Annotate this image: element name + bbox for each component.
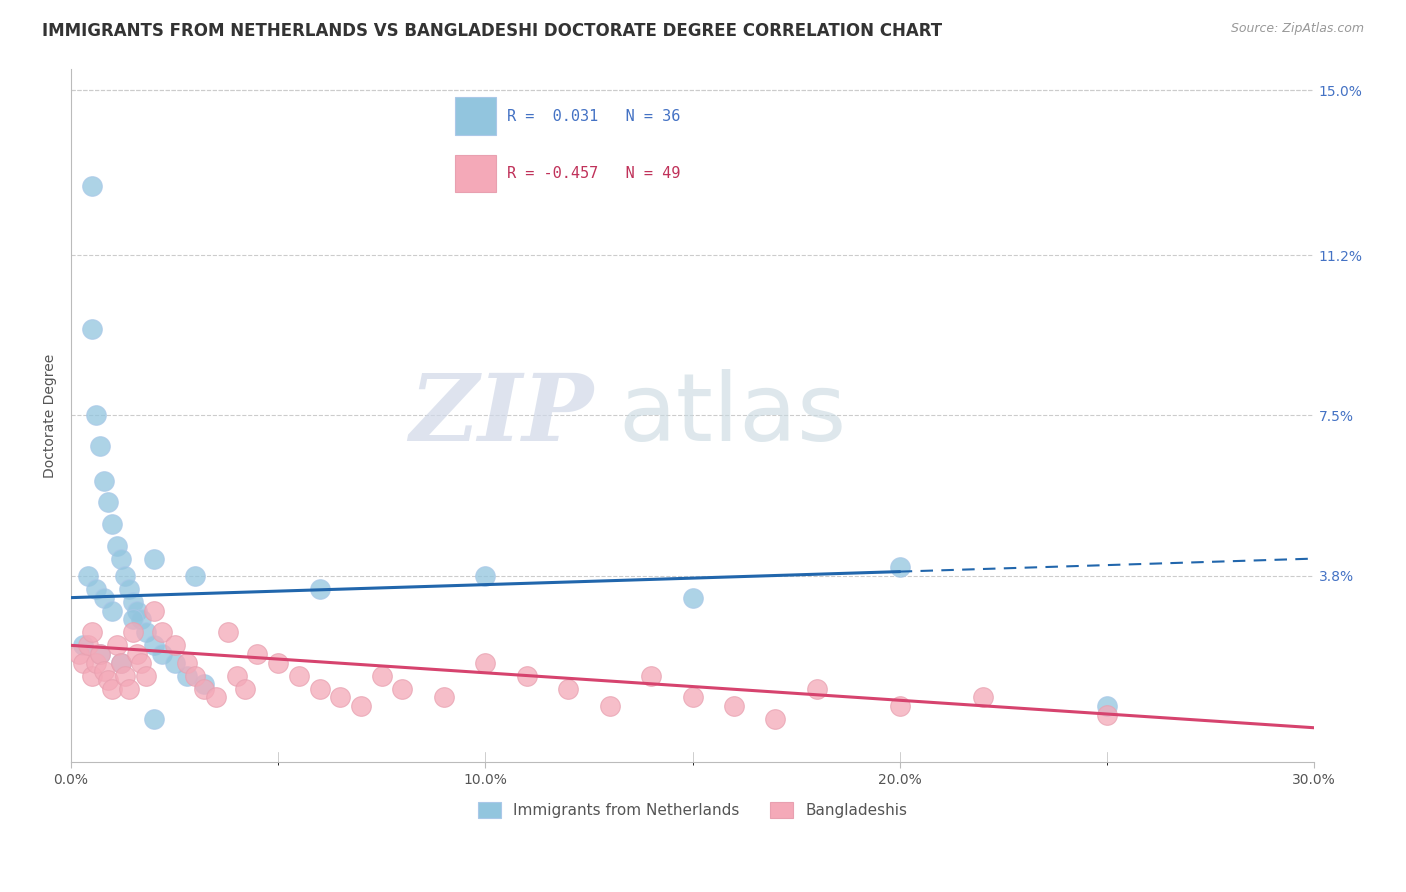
Point [308,681,330,696]
Point [93,474,115,488]
Point [329,690,352,705]
Point [205,690,228,705]
Point [97,673,120,687]
Text: Source: ZipAtlas.com: Source: ZipAtlas.com [1230,22,1364,36]
Point [76,569,98,583]
Legend: Immigrants from Netherlands, Bangladeshis: Immigrants from Netherlands, Bangladeshi… [472,796,914,824]
Point [599,699,621,714]
Point [142,712,165,726]
Point [142,604,165,618]
Point [889,560,911,574]
Point [101,516,124,531]
Point [150,647,173,661]
Point [72,638,94,652]
Point [80,178,103,193]
Point [1095,707,1118,722]
Point [114,669,136,683]
Point [142,551,165,566]
Point [80,669,103,683]
Text: atlas: atlas [617,369,846,461]
Point [1095,699,1118,714]
Point [889,699,911,714]
Point [80,625,103,640]
Point [122,595,145,609]
Point [127,604,149,618]
Point [110,656,132,670]
Point [193,681,215,696]
Point [176,656,198,670]
Point [135,669,157,683]
Y-axis label: Doctorate Degree: Doctorate Degree [44,353,58,477]
Point [246,647,269,661]
Point [176,669,198,683]
Point [288,669,311,683]
Point [217,625,239,640]
Point [105,638,128,652]
Point [225,669,247,683]
Point [131,656,153,670]
Point [84,582,107,596]
Point [97,495,120,509]
Point [640,669,662,683]
Point [806,681,828,696]
Point [682,690,704,705]
Point [101,681,124,696]
Point [72,656,94,670]
Point [105,539,128,553]
Point [110,551,132,566]
Point [474,656,496,670]
Point [682,591,704,605]
Point [122,625,145,640]
Point [371,669,394,683]
Point [76,638,98,652]
Point [80,322,103,336]
Point [516,669,538,683]
Point [763,712,786,726]
Point [84,409,107,423]
Point [118,681,141,696]
Point [89,647,111,661]
Point [93,591,115,605]
Point [122,612,145,626]
Point [433,690,456,705]
Point [233,681,256,696]
Point [135,625,157,640]
Point [114,569,136,583]
Point [89,439,111,453]
Point [142,638,165,652]
Point [163,638,186,652]
Point [557,681,579,696]
Point [972,690,994,705]
Point [101,604,124,618]
Point [110,656,132,670]
Point [184,669,207,683]
Point [391,681,413,696]
Point [127,647,149,661]
Text: ZIP: ZIP [409,370,593,460]
Point [723,699,745,714]
Point [84,656,107,670]
Point [93,665,115,679]
Text: IMMIGRANTS FROM NETHERLANDS VS BANGLADESHI DOCTORATE DEGREE CORRELATION CHART: IMMIGRANTS FROM NETHERLANDS VS BANGLADES… [42,22,942,40]
Point [150,625,173,640]
Point [131,612,153,626]
Point [308,582,330,596]
Point [118,582,141,596]
Point [163,656,186,670]
Point [350,699,373,714]
Point [67,647,90,661]
Point [267,656,290,670]
Point [89,647,111,661]
Point [193,677,215,691]
Point [184,569,207,583]
Point [474,569,496,583]
